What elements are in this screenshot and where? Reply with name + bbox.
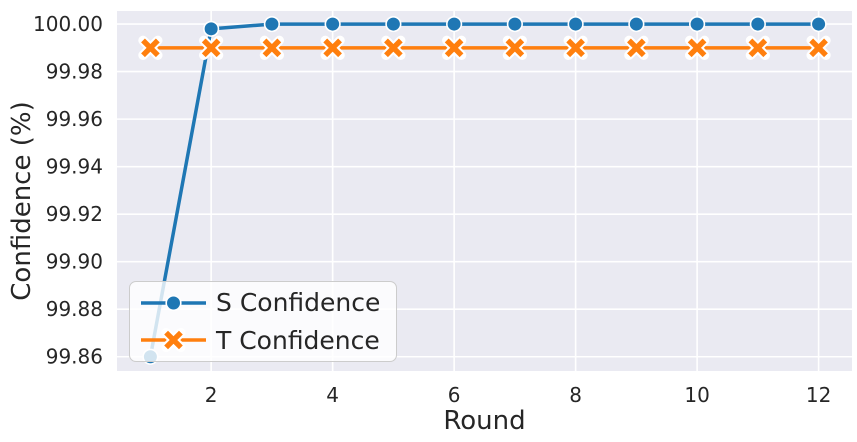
y-tick-label: 99.92 [46, 202, 103, 226]
x-tick-label: 12 [806, 383, 831, 407]
series-s-confidence [142, 15, 827, 365]
series-t-confidence [138, 35, 831, 60]
tick-labels: 99.86 99.88 99.90 99.92 99.94 99.96 99.98 100.0… [33, 12, 831, 407]
y-axis-title: Confidence (%) [7, 101, 37, 301]
legend-entry-s-confidence: S Confidence [139, 286, 396, 320]
x-axis-title: Round [443, 406, 526, 436]
legend: S Confidence T Confidence [129, 281, 397, 362]
legend-sample-line-x-icon [141, 328, 206, 353]
x-tick-label: 2 [205, 383, 218, 407]
y-tick-label: 99.98 [46, 60, 103, 84]
y-tick-label: 99.88 [46, 297, 103, 321]
legend-label: T Confidence [216, 325, 380, 355]
y-tick-label: 99.90 [46, 250, 103, 274]
y-tick-label: 99.94 [46, 155, 103, 179]
x-tick-label: 10 [684, 383, 709, 407]
y-tick-label: 99.96 [46, 107, 103, 131]
legend-entry-t-confidence: T Confidence [139, 323, 396, 357]
y-tick-label: 99.86 [46, 345, 103, 369]
x-tick-label: 4 [326, 383, 339, 407]
x-tick-label: 6 [448, 383, 461, 407]
legend-sample-line-circle-icon [141, 294, 206, 311]
legend-label: S Confidence [216, 288, 381, 318]
y-tick-label: 100.00 [33, 12, 103, 36]
x-tick-label: 8 [569, 383, 582, 407]
